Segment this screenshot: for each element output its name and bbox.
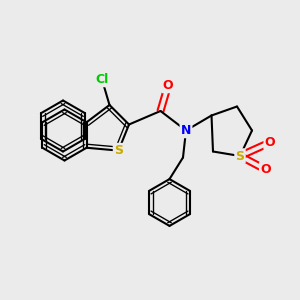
Text: S: S	[236, 149, 244, 163]
Text: N: N	[181, 124, 191, 137]
Text: O: O	[163, 79, 173, 92]
Text: O: O	[265, 136, 275, 149]
Text: S: S	[114, 144, 123, 157]
Text: Cl: Cl	[95, 73, 109, 86]
Text: O: O	[260, 163, 271, 176]
